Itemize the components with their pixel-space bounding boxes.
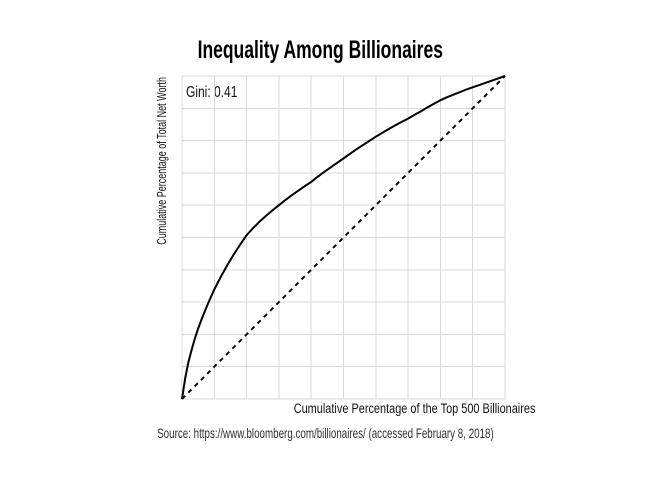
source-caption: Source: https://www.bloomberg.com/billio…: [0, 425, 650, 441]
x-axis-label: Cumulative Percentage of the Top 500 Bil…: [293, 401, 535, 416]
chart-title: Inequality Among Billionaires: [0, 36, 640, 65]
chart-title-text: Inequality Among Billionaires: [197, 36, 443, 64]
gini-annotation: Gini: 0.41: [186, 84, 238, 101]
lorenz-curve: [181, 75, 506, 400]
source-caption-text: Source: https://www.bloomberg.com/billio…: [156, 425, 494, 441]
gridlines: [181, 75, 506, 400]
y-axis-label: Cumulative Percentage of Total Net Worth: [155, 76, 169, 245]
plot-panel: [181, 75, 506, 400]
